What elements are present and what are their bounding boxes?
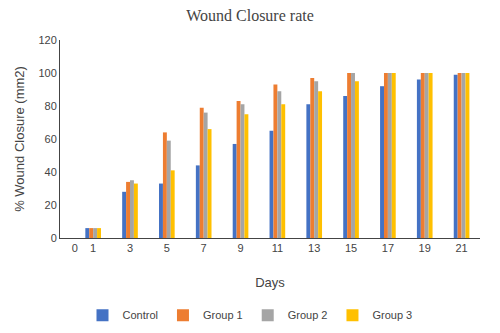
svg-text:Group 1: Group 1 bbox=[203, 309, 243, 321]
svg-text:5: 5 bbox=[164, 242, 170, 254]
svg-text:1: 1 bbox=[90, 242, 96, 254]
svg-text:Group 3: Group 3 bbox=[372, 309, 412, 321]
svg-text:120: 120 bbox=[38, 34, 56, 46]
svg-text:% Wound Closure (mm2): % Wound Closure (mm2) bbox=[12, 66, 27, 212]
svg-text:11: 11 bbox=[272, 242, 283, 254]
svg-text:20: 20 bbox=[45, 199, 57, 211]
svg-text:7: 7 bbox=[201, 242, 207, 254]
svg-text:Control: Control bbox=[123, 309, 158, 321]
svg-text:21: 21 bbox=[455, 242, 467, 254]
svg-text:13: 13 bbox=[308, 242, 320, 254]
svg-text:9: 9 bbox=[237, 242, 243, 254]
svg-text:100: 100 bbox=[38, 67, 56, 79]
svg-text:Group 2: Group 2 bbox=[288, 309, 328, 321]
svg-text:40: 40 bbox=[45, 166, 57, 178]
svg-text:15: 15 bbox=[345, 242, 357, 254]
svg-text:Wound Closure rate: Wound Closure rate bbox=[186, 7, 314, 24]
svg-text:0: 0 bbox=[51, 232, 57, 244]
svg-text:80: 80 bbox=[45, 100, 57, 112]
svg-text:19: 19 bbox=[419, 242, 431, 254]
svg-text:60: 60 bbox=[45, 133, 57, 145]
svg-text:17: 17 bbox=[382, 242, 394, 254]
svg-text:3: 3 bbox=[127, 242, 133, 254]
svg-text:Days: Days bbox=[255, 275, 285, 290]
svg-text:0: 0 bbox=[72, 242, 78, 254]
